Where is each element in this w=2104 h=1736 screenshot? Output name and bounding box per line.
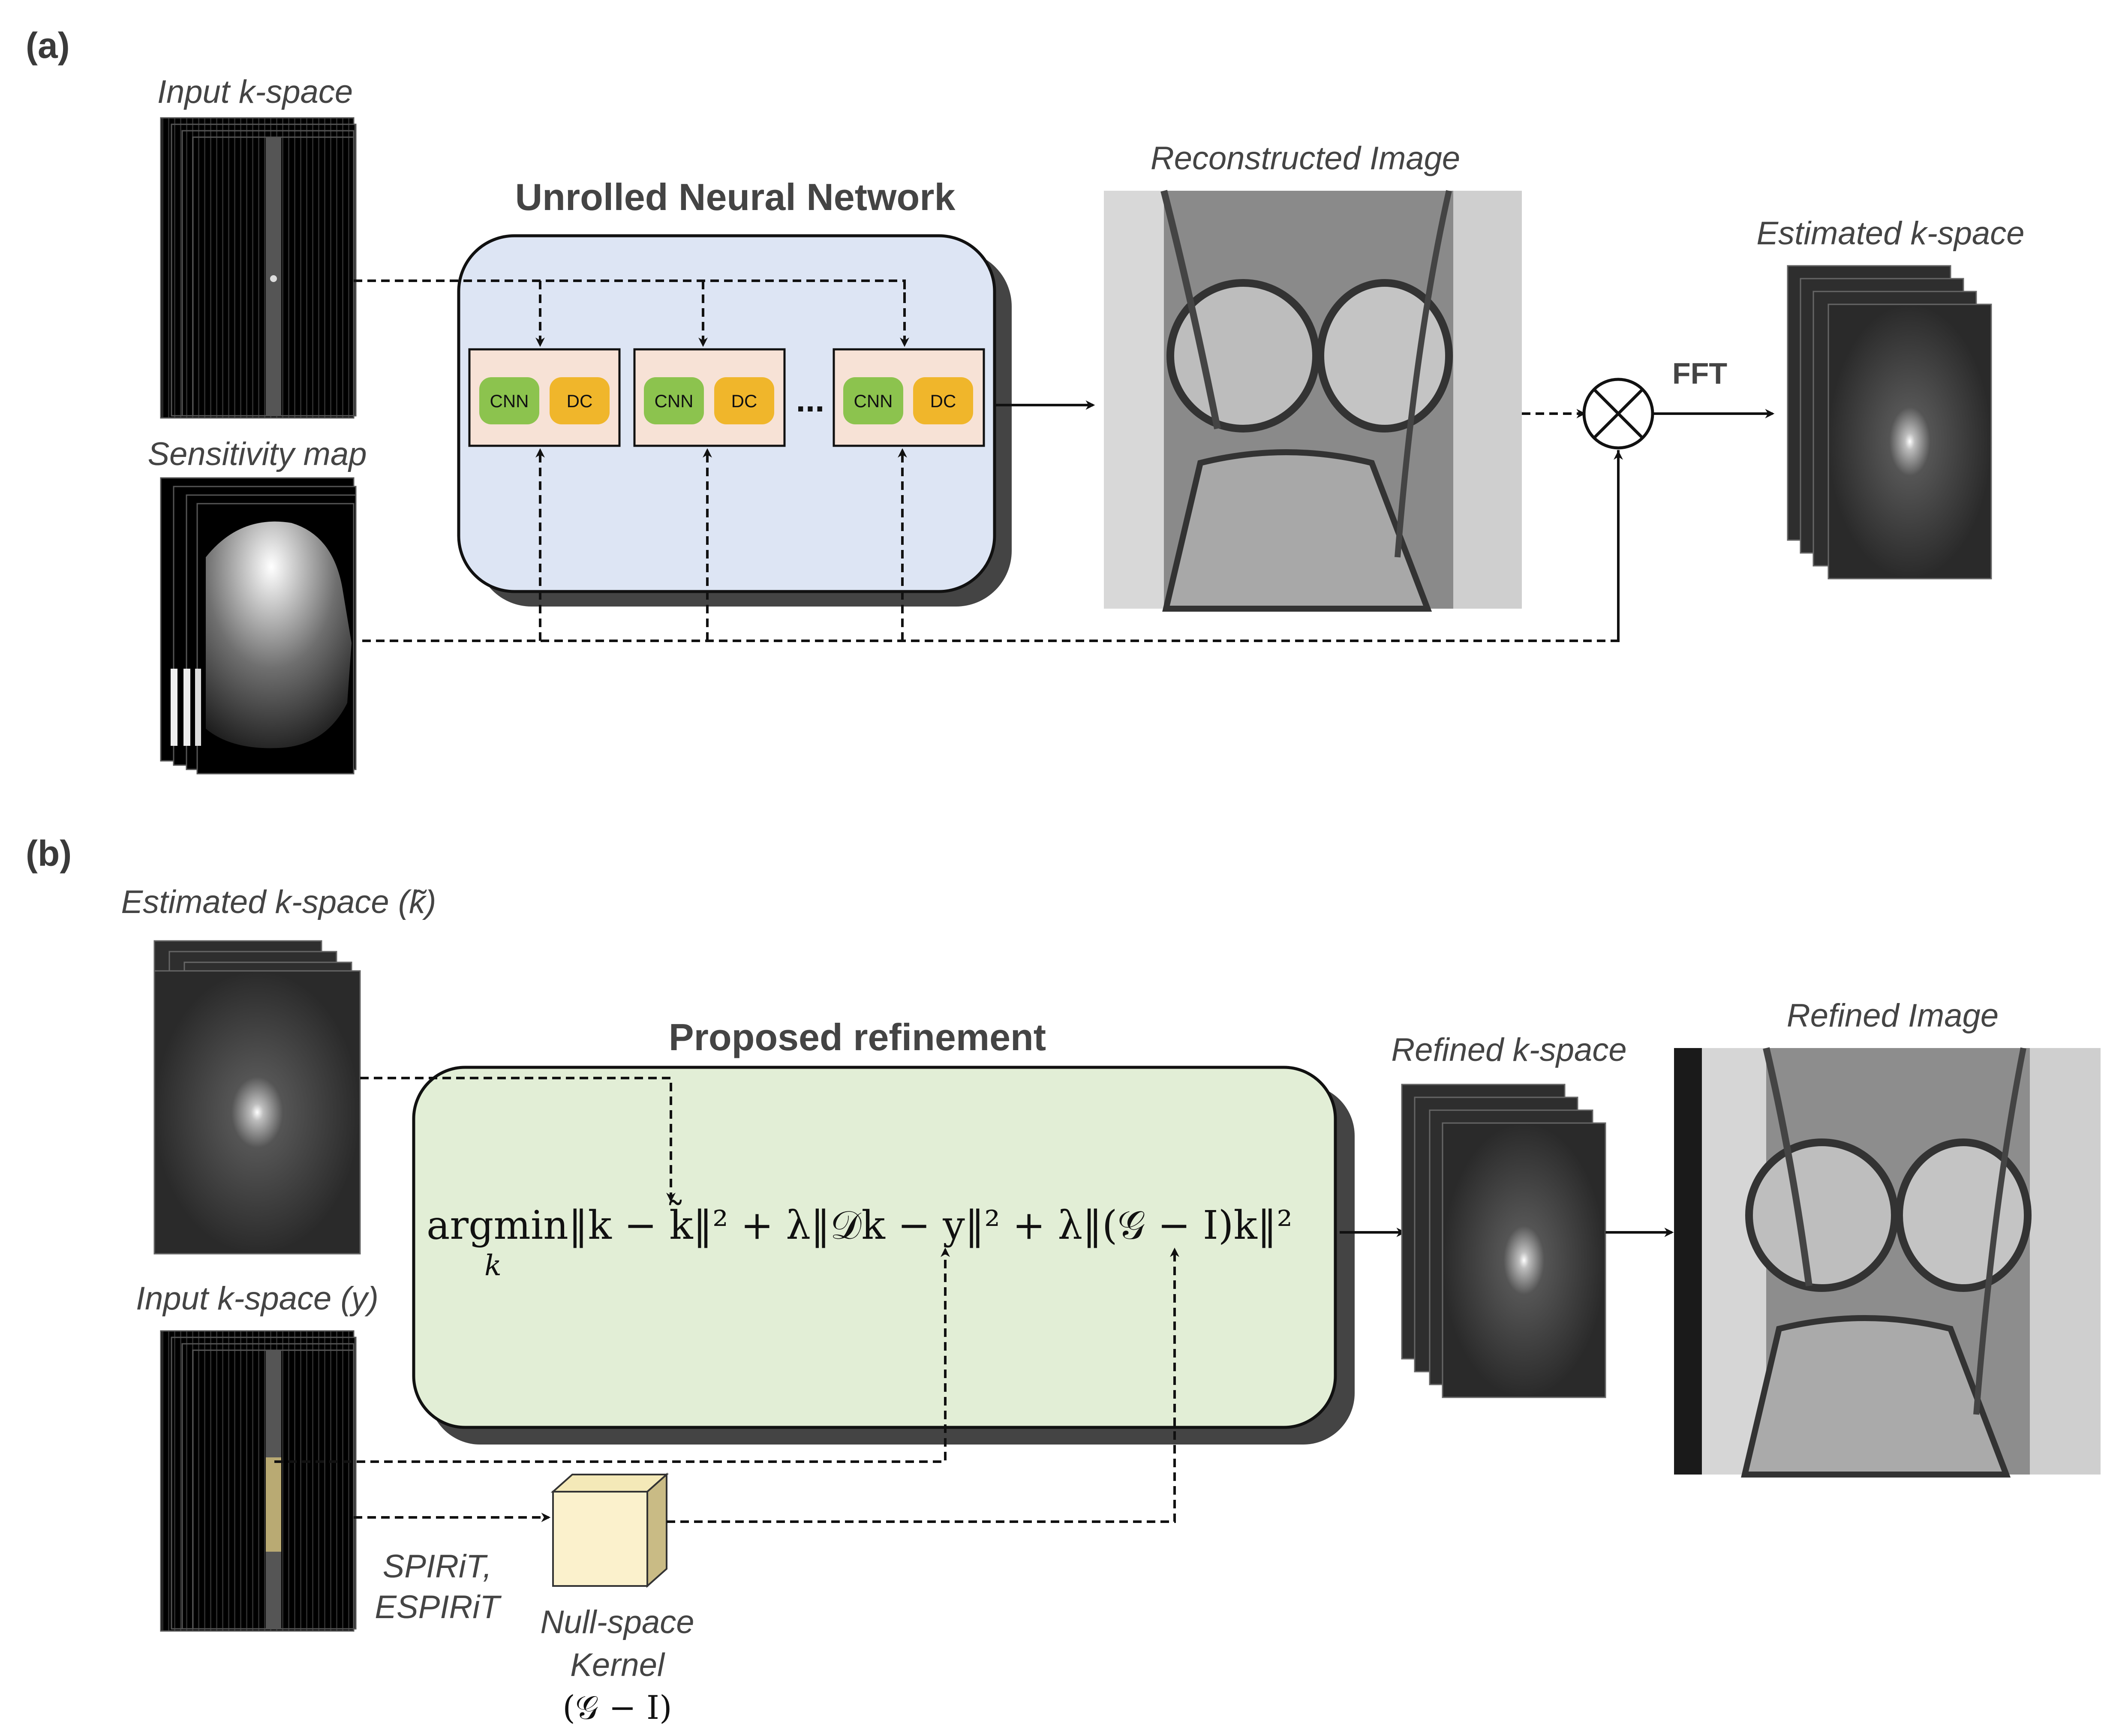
dc-label: DC bbox=[567, 391, 593, 411]
kernel-label-line2: Kernel bbox=[570, 1647, 665, 1683]
panel-a-label: (a) bbox=[26, 25, 70, 66]
refinement-box bbox=[412, 1066, 1337, 1429]
estimated-kspace-caption: Estimated k-space bbox=[1756, 215, 2024, 252]
sensitivity-map-caption: Sensitivity map bbox=[147, 436, 367, 472]
dc-label: DC bbox=[930, 391, 956, 411]
network-block-3: CNN DC bbox=[833, 348, 985, 447]
refinement-title: Proposed refinement bbox=[669, 1016, 1046, 1058]
network-title: Unrolled Neural Network bbox=[515, 176, 956, 218]
sensitivity-map-stack bbox=[160, 477, 357, 775]
methods-label-line1: SPIRiT, bbox=[383, 1548, 492, 1585]
network-block-1: CNN DC bbox=[468, 348, 621, 447]
input-kspace-b-caption: Input k-space (y) bbox=[136, 1280, 379, 1317]
multiply-node bbox=[1582, 378, 1654, 450]
estimated-kspace-stack bbox=[1787, 265, 1992, 580]
methods-label-line2: ESPIRiT bbox=[375, 1589, 502, 1625]
reconstructed-image-caption: Reconstructed Image bbox=[1151, 140, 1460, 177]
refined-image bbox=[1674, 1047, 2101, 1478]
input-kspace-b-stack bbox=[160, 1330, 357, 1632]
cnn-label: CNN bbox=[655, 391, 694, 411]
panel-b-label: (b) bbox=[26, 833, 72, 874]
cnn-label: CNN bbox=[854, 391, 893, 411]
sensitivity-to-blocks-arrows bbox=[362, 448, 1623, 642]
estimated-kspace-b-caption: Estimated k-space (k̃) bbox=[121, 884, 436, 920]
kernel-to-equation-arrow bbox=[667, 1247, 1179, 1523]
network-block-2: CNN DC bbox=[633, 348, 786, 447]
input-kspace-stack bbox=[160, 117, 357, 419]
input-to-equation-arrow bbox=[274, 1247, 950, 1463]
calibration-region bbox=[266, 1457, 281, 1552]
refined-kspace-stack bbox=[1401, 1084, 1606, 1398]
kernel-label-line3: (𝒢 − I) bbox=[562, 1688, 672, 1727]
fft-label: FFT bbox=[1672, 357, 1727, 390]
dc-label: DC bbox=[731, 391, 757, 411]
refined-image-caption: Refined Image bbox=[1787, 997, 1999, 1034]
null-space-kernel-cube bbox=[550, 1472, 669, 1588]
kspace-to-blocks-arrows bbox=[354, 279, 909, 347]
refinement-equation: argmin‖k − k̃‖² + λ‖𝒟k − y‖² + λ‖(𝒢 − I)… bbox=[427, 1199, 1292, 1248]
ellipsis: ... bbox=[796, 381, 825, 419]
estimated-kspace-b-stack bbox=[153, 940, 361, 1255]
refined-kspace-caption: Refined k-space bbox=[1391, 1032, 1626, 1068]
reconstructed-image bbox=[1104, 190, 1522, 612]
estimate-to-equation-arrow bbox=[360, 1077, 676, 1202]
equation-subscript: k bbox=[484, 1249, 502, 1282]
cnn-label: CNN bbox=[490, 391, 529, 411]
kernel-label-line1: Null-space bbox=[540, 1604, 694, 1640]
input-kspace-caption: Input k-space bbox=[157, 74, 353, 110]
